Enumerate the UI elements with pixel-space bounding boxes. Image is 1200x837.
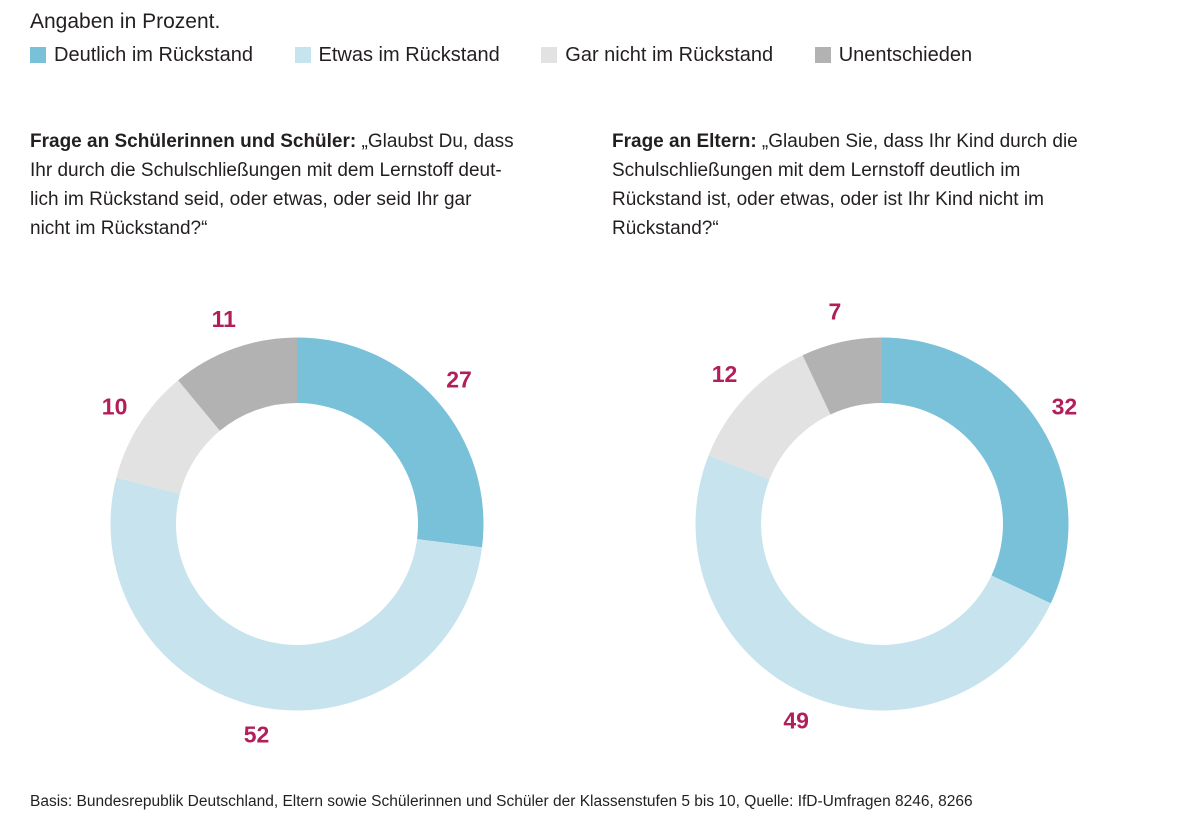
svg-text:10: 10: [102, 393, 128, 419]
svg-text:27: 27: [446, 366, 472, 392]
svg-text:49: 49: [783, 707, 809, 733]
svg-text:32: 32: [1052, 393, 1078, 419]
svg-text:12: 12: [712, 361, 738, 387]
svg-text:7: 7: [829, 298, 842, 324]
svg-text:52: 52: [244, 721, 270, 747]
svg-text:11: 11: [212, 306, 237, 332]
